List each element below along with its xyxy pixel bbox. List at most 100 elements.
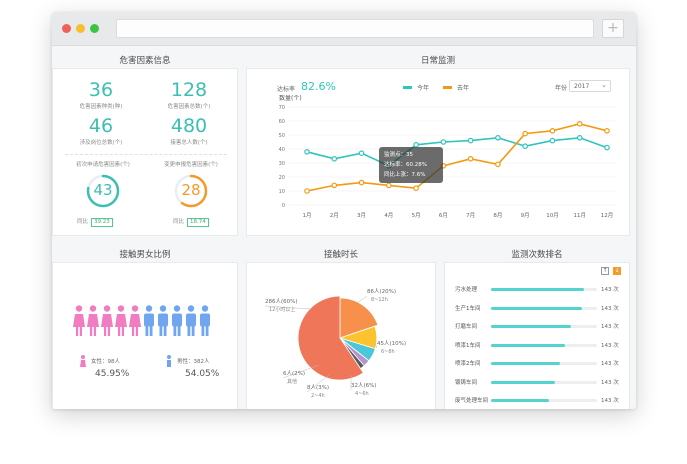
- pie-label: 86人(20%): [367, 288, 396, 295]
- rate-value: 82.6%: [301, 80, 336, 93]
- ranking-bar-fill: [491, 380, 555, 384]
- address-bar[interactable]: [116, 19, 594, 38]
- data-point[interactable]: [331, 182, 338, 189]
- stat-exposed-value: 480: [170, 115, 208, 137]
- rate-label: 达标率: [277, 86, 296, 93]
- ranking-row[interactable]: 生产1车间 143 次: [451, 304, 629, 320]
- pie-leader-line: [374, 342, 378, 349]
- ring-change-label: 变更申报危害因素(个): [164, 162, 218, 168]
- data-point[interactable]: [522, 130, 528, 137]
- data-point[interactable]: [576, 120, 583, 127]
- legend-this-year: 今年: [417, 85, 430, 92]
- data-point[interactable]: [413, 141, 419, 148]
- ring-initial-gauge: [86, 174, 120, 208]
- year-select-value: 2017: [574, 83, 590, 90]
- ranking-bar-fill: [491, 399, 550, 402]
- sort-ascending-icon[interactable]: ↑: [601, 267, 609, 275]
- data-point[interactable]: [304, 188, 310, 194]
- minimize-window-button[interactable]: [76, 24, 85, 33]
- data-point[interactable]: [358, 179, 365, 186]
- stat-hazard-total-label: 危害因素总数(个): [167, 104, 211, 110]
- year-select[interactable]: 2017 ⌄: [569, 80, 611, 92]
- ring-initial-label: 初次申请危害因素(个): [76, 162, 130, 168]
- data-point[interactable]: [413, 185, 419, 192]
- data-point[interactable]: [549, 127, 556, 134]
- ranking-value: 143 次: [601, 361, 619, 367]
- maximize-window-button[interactable]: [90, 24, 99, 33]
- x-tick-label: 12月: [601, 212, 614, 219]
- ranking-row[interactable]: 喷漆2车间 143 次: [451, 359, 629, 375]
- pie-sublabel: 其他: [287, 378, 297, 385]
- y-tick-label: 10: [279, 189, 285, 195]
- stat-hazard-types-value: 36: [88, 79, 114, 101]
- x-tick-label: 7月: [466, 212, 475, 219]
- ranking-row[interactable]: 喷漆1车间 143 次: [451, 341, 629, 357]
- yoy-badge: 39.23: [91, 218, 113, 227]
- male-person-icon: [171, 305, 183, 341]
- data-point[interactable]: [604, 127, 610, 134]
- data-point[interactable]: [549, 137, 556, 144]
- ring-change-yoy: 同比 18.74: [173, 217, 209, 227]
- legend-last-year: 去年: [457, 85, 470, 92]
- ranking-bar-track: [491, 380, 597, 384]
- x-tick-label: 9月: [521, 212, 530, 219]
- ranking-bar-track: [491, 362, 597, 365]
- ring-progress-arc: [174, 174, 208, 208]
- people-icons: [73, 305, 223, 345]
- close-window-button[interactable]: [62, 24, 71, 33]
- pie-chart: 286人(60%)12小时以上 86人(20%) 8~12h 45人(10%) 6~8h…: [264, 288, 406, 399]
- ranking-row[interactable]: 打磨车间 143 次: [451, 322, 629, 338]
- yoy-badge: 18.74: [187, 218, 209, 227]
- pie-slice[interactable]: [297, 295, 364, 381]
- data-point[interactable]: [495, 161, 501, 168]
- data-point[interactable]: [386, 182, 392, 189]
- pie-sublabel: 6~8h: [381, 349, 395, 355]
- year-label: 年份: [555, 85, 568, 92]
- ranking-value: 143 次: [601, 305, 619, 312]
- ranking-row[interactable]: 锻铸车间 143 次: [451, 378, 629, 394]
- female-person-icon: [101, 305, 113, 341]
- data-point[interactable]: [467, 137, 474, 144]
- pie-label: 45人(10%): [377, 340, 406, 347]
- new-tab-button[interactable]: +: [602, 19, 624, 38]
- data-point[interactable]: [495, 134, 501, 141]
- data-point[interactable]: [522, 143, 528, 150]
- pie-leader-line: [356, 295, 368, 304]
- pie-label: 6人(2%): [283, 370, 305, 377]
- male-percent: 54.05%: [185, 369, 220, 379]
- ranking-row[interactable]: 废气处理车间 143 次: [451, 396, 629, 409]
- y-tick-label: 50: [279, 133, 285, 139]
- x-tick-label: 10月: [546, 212, 559, 219]
- x-tick-label: 4月: [384, 212, 393, 219]
- stat-hazard-total-value: 128: [170, 79, 208, 101]
- ring-initial-yoy: 同比 39.23: [77, 217, 113, 227]
- ranking-name: 生产1车间: [455, 305, 481, 312]
- ranking-value: 143 次: [601, 398, 619, 404]
- female-person-icon: [73, 305, 85, 341]
- stat-positions-value: 46: [88, 115, 114, 137]
- data-point[interactable]: [576, 134, 583, 141]
- y-tick-label: 40: [279, 147, 285, 153]
- ranking-value: 143 次: [601, 324, 619, 330]
- ranking-value: 143 次: [601, 342, 619, 349]
- x-tick-label: 5月: [412, 212, 421, 219]
- gender-title: 接触男女比例: [119, 250, 171, 260]
- ring-initial-value: 43: [93, 181, 113, 199]
- line-chart: 数量(个) 0 10 20 30 40 50 60 70 1月 2月 3月 4月 5月 6月 7月 8月 9月 10…: [279, 95, 617, 219]
- male-person-icon: [185, 305, 197, 341]
- data-point[interactable]: [358, 150, 365, 157]
- hazard-title: 危害因素信息: [119, 56, 171, 66]
- ranking-row[interactable]: 污水处理 143 次: [451, 285, 629, 301]
- sort-descending-icon[interactable]: ↓: [613, 267, 621, 275]
- data-point[interactable]: [604, 144, 610, 151]
- pie-sublabel: 8~12h: [371, 297, 388, 303]
- data-point[interactable]: [331, 155, 338, 162]
- ranking-value: 143 次: [601, 379, 619, 386]
- pie-label: 286人(60%): [265, 298, 298, 305]
- legend-swatch-last-year: [443, 86, 452, 89]
- pie-sublabel: 4~6h: [355, 391, 369, 397]
- data-point[interactable]: [467, 155, 474, 162]
- data-point[interactable]: [440, 139, 447, 145]
- data-point[interactable]: [304, 148, 310, 155]
- male-person-icon: [157, 305, 169, 341]
